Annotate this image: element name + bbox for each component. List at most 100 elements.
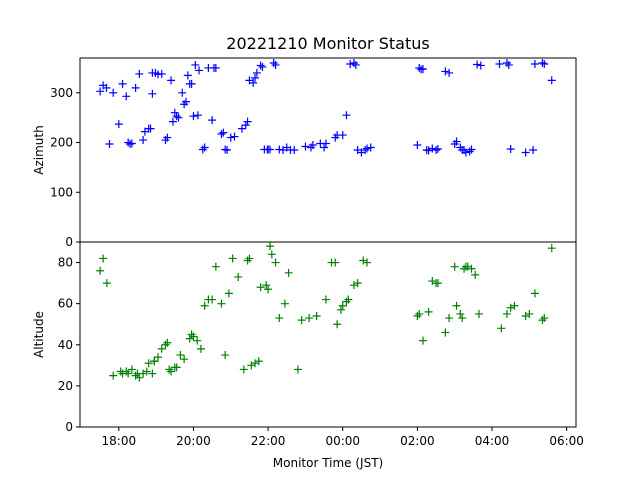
data-point xyxy=(114,120,123,129)
data-point xyxy=(349,58,358,67)
y-tick-label: 300 xyxy=(50,86,73,100)
data-point xyxy=(122,367,131,376)
data-point xyxy=(336,305,345,314)
data-point xyxy=(351,60,360,69)
data-point xyxy=(538,316,547,325)
data-point xyxy=(424,307,433,316)
shared-x-axis: 18:00 20:00 22:00 00:00 02:00 04:00 06:00 xyxy=(102,427,584,448)
data-point xyxy=(163,338,172,347)
data-point xyxy=(441,67,450,76)
data-point xyxy=(135,69,144,78)
data-series-points xyxy=(96,58,556,157)
x-tick-label: 18:00 xyxy=(102,434,137,448)
data-point xyxy=(267,250,276,259)
data-point xyxy=(243,256,252,265)
data-point xyxy=(445,68,454,77)
data-point xyxy=(359,256,368,265)
data-point xyxy=(529,146,538,154)
data-point xyxy=(269,58,278,67)
data-point xyxy=(135,373,144,382)
data-point xyxy=(198,145,207,154)
data-point xyxy=(506,145,515,154)
data-point xyxy=(185,334,194,343)
y-tick-label: 20 xyxy=(58,379,73,393)
data-point xyxy=(265,242,274,251)
data-point xyxy=(428,277,437,286)
data-point xyxy=(338,301,347,310)
data-point xyxy=(217,299,226,308)
chart-title: 20221210 Monitor Status xyxy=(226,34,429,53)
data-point xyxy=(305,314,314,323)
data-point xyxy=(342,297,351,306)
data-point xyxy=(293,365,302,374)
data-point xyxy=(154,353,163,362)
data-point xyxy=(217,130,226,139)
data-point xyxy=(122,92,131,101)
y-tick-label: 40 xyxy=(58,338,73,352)
data-point xyxy=(200,143,209,152)
data-point xyxy=(193,111,202,120)
data-point xyxy=(540,59,549,68)
y-tick-label: 0 xyxy=(65,420,73,434)
data-point xyxy=(219,128,228,137)
data-point xyxy=(131,371,140,380)
data-point xyxy=(530,289,539,298)
data-point xyxy=(102,279,111,288)
data-point xyxy=(196,344,205,353)
data-point xyxy=(105,140,114,149)
data-point xyxy=(157,344,166,353)
data-point xyxy=(331,258,340,267)
data-point xyxy=(221,351,230,360)
data-point xyxy=(258,62,267,71)
data-point xyxy=(224,289,233,298)
data-point xyxy=(418,336,427,345)
data-point xyxy=(256,283,265,292)
data-point xyxy=(168,117,177,126)
data-point xyxy=(502,58,511,67)
data-point xyxy=(474,309,483,318)
data-point xyxy=(433,279,442,288)
data-point xyxy=(99,254,108,263)
data-point xyxy=(297,316,306,325)
data-point xyxy=(413,141,422,150)
data-point xyxy=(208,295,217,304)
data-point xyxy=(150,357,159,366)
data-point xyxy=(127,365,136,374)
x-tick-label: 00:00 xyxy=(325,434,360,448)
y-tick-label: 0 xyxy=(65,235,73,249)
data-point xyxy=(445,314,454,323)
data-point xyxy=(320,143,329,152)
data-point xyxy=(102,83,111,92)
data-point xyxy=(275,314,284,323)
data-point xyxy=(131,83,140,92)
data-point xyxy=(146,124,155,133)
data-point xyxy=(432,146,441,154)
data-point xyxy=(452,137,461,146)
panel-altitude: 0 20 40 60 80 Altitude xyxy=(32,241,577,434)
data-point xyxy=(321,295,330,304)
data-point xyxy=(189,332,198,341)
x-tick-label: 02:00 xyxy=(400,434,435,448)
panel-frame xyxy=(79,241,577,428)
chart-panels: 0 100 200 300 Azimuth 0 20 40 60 80 Altitude xyxy=(32,57,577,434)
data-point xyxy=(363,258,372,267)
data-point xyxy=(181,97,190,106)
data-point xyxy=(521,148,530,157)
data-point xyxy=(284,268,293,277)
data-point xyxy=(167,367,176,376)
data-point xyxy=(172,112,181,121)
data-point xyxy=(124,369,133,378)
data-point xyxy=(366,143,375,152)
data-point xyxy=(208,116,217,125)
data-point xyxy=(452,301,461,310)
y-tick-label: 80 xyxy=(58,256,73,270)
data-point xyxy=(495,59,504,68)
data-point xyxy=(200,301,209,310)
data-point xyxy=(254,357,263,366)
data-point xyxy=(189,112,198,121)
data-point xyxy=(176,351,185,360)
data-point xyxy=(308,141,317,150)
data-point xyxy=(187,79,196,88)
data-point xyxy=(321,139,330,148)
data-point xyxy=(228,254,237,263)
